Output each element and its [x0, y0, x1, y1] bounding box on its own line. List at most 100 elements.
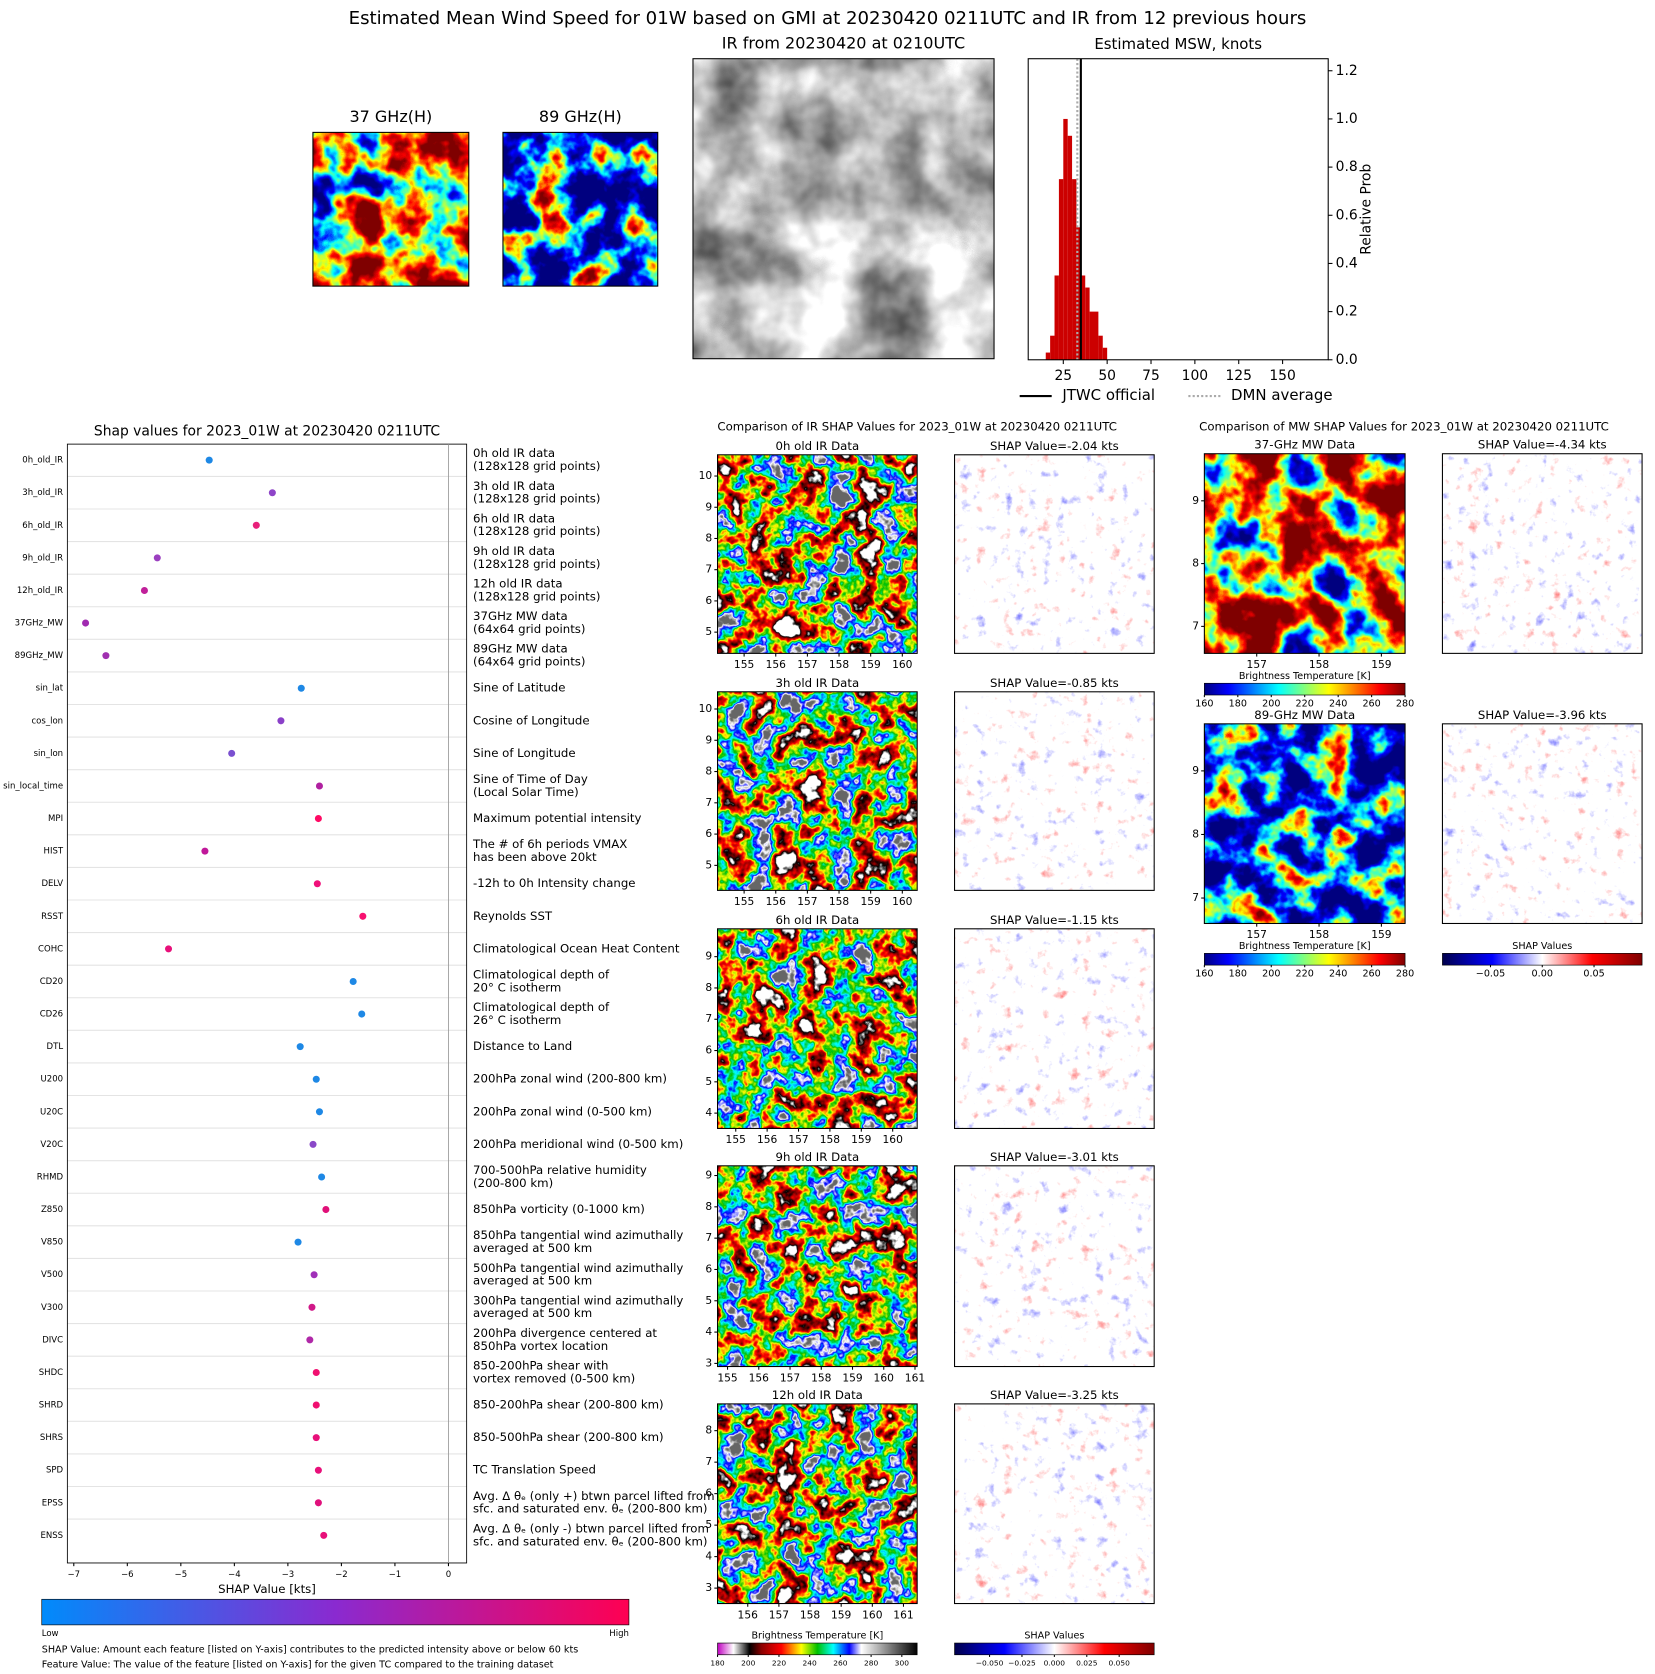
- figure-title: Estimated Mean Wind Speed for 01W based …: [349, 8, 1307, 29]
- y-tick-label: V850: [41, 1238, 63, 1248]
- x-tick-label: 158: [829, 895, 850, 908]
- feature-description: -12h to 0h Intensity change: [473, 876, 635, 890]
- panel-title: SHAP Value=-4.34 kts: [1478, 438, 1607, 452]
- y-tick-label: CD20: [40, 977, 63, 987]
- x-tick-label: 155: [734, 895, 754, 908]
- x-tick-label: 161: [893, 1608, 913, 1621]
- image-frame: [954, 928, 1155, 1129]
- dot: [309, 1140, 317, 1148]
- x-tick-label: −5: [175, 1570, 188, 1580]
- dot: [268, 489, 276, 497]
- y-tick-label: DIVC: [42, 1335, 63, 1345]
- panel-title: SHAP Value=-1.15 kts: [990, 913, 1119, 927]
- image: [1204, 453, 1406, 654]
- y-tick-label: 10: [699, 469, 713, 482]
- y-tick-label: 4: [705, 1550, 712, 1563]
- y-tick-label: DELV: [41, 879, 63, 889]
- feature-description: 850-200hPa shear with: [473, 1359, 608, 1373]
- feature-description: 500hPa tangential wind azimuthally: [473, 1261, 683, 1275]
- y-tick-label: Z850: [41, 1205, 63, 1215]
- y-tick-label: 1.2: [1336, 63, 1358, 79]
- x-tick-label: 155: [726, 1133, 746, 1146]
- colorbar-tick-label: 0.05: [1583, 969, 1604, 980]
- feature-description: Maximum potential intensity: [473, 811, 641, 825]
- feature-description: 37GHz MW data: [473, 609, 568, 623]
- feature-description: 850-500hPa shear (200-800 km): [473, 1430, 664, 1444]
- footnote: Feature Value: The value of the feature …: [42, 1659, 554, 1670]
- chart-title: Estimated MSW, knots: [1094, 35, 1262, 53]
- panel-title: 0h old IR Data: [776, 439, 860, 453]
- y-tick-label: 3: [705, 1356, 712, 1369]
- bar: [1102, 347, 1108, 360]
- dot: [312, 1368, 320, 1376]
- image-frame: [717, 928, 918, 1129]
- colorbar-tick-label: 200: [1262, 699, 1280, 710]
- x-tick-label: 156: [766, 658, 787, 671]
- bar: [1080, 275, 1086, 360]
- axes-frame: [66, 443, 468, 1564]
- y-tick-label: 6h_old_IR: [22, 521, 63, 531]
- bar: [1058, 179, 1064, 360]
- dot: [358, 1010, 366, 1018]
- image: [1442, 723, 1643, 924]
- colorbar-label: SHAP Values: [1024, 1631, 1084, 1642]
- colorbar-tick-label: 160: [1195, 699, 1213, 710]
- colorbar-tick-label: 240: [803, 1658, 818, 1667]
- y-tick-label: 5: [705, 1075, 712, 1088]
- x-tick-label: 156: [766, 895, 787, 908]
- colorbar-tick-label: 180: [1229, 699, 1247, 710]
- feature-description: (Local Solar Time): [473, 785, 579, 799]
- y-tick-label: 9: [705, 500, 712, 513]
- x-tick-label: 159: [831, 1608, 852, 1621]
- x-tick-label: 159: [860, 895, 881, 908]
- x-axis-label: SHAP Value [kts]: [218, 1582, 316, 1596]
- y-tick-label: 0.6: [1336, 207, 1358, 223]
- y-tick-label: 4: [705, 1325, 712, 1338]
- y-tick-label: 7: [1192, 891, 1199, 904]
- y-tick-label: 8: [705, 981, 712, 994]
- x-tick-label: 158: [1309, 928, 1330, 941]
- feature-description: Distance to Land: [473, 1039, 572, 1053]
- colorbar-high-label: High: [609, 1629, 629, 1639]
- image-frame: [954, 1403, 1155, 1605]
- colorbar-label: SHAP Values: [1512, 941, 1572, 952]
- colorbar: [954, 1642, 1155, 1656]
- y-tick-label: 5: [705, 625, 712, 638]
- colorbar-tick-label: 200: [1262, 969, 1280, 980]
- y-tick-label: sin_lat: [36, 684, 64, 694]
- y-tick-label: 6: [705, 827, 712, 840]
- x-tick-label: −3: [282, 1570, 295, 1580]
- y-tick-label: 7: [705, 1012, 712, 1025]
- feature-description: averaged at 500 km: [473, 1274, 592, 1288]
- dot: [322, 1206, 330, 1214]
- y-axis-label: Relative Prob: [1359, 164, 1375, 255]
- y-tick-label: 5: [705, 1518, 712, 1531]
- colorbar-tick-label: 300: [895, 1658, 910, 1667]
- x-tick-label: 159: [851, 1133, 872, 1146]
- image-frame: [717, 454, 918, 654]
- image: [954, 1165, 1155, 1367]
- feature-description: (128x128 grid points): [473, 557, 600, 571]
- x-tick-label: 160: [862, 1608, 883, 1621]
- feature-description: (128x128 grid points): [473, 589, 600, 603]
- x-tick-label: 157: [788, 1133, 808, 1146]
- panel-title: 89-GHz MW Data: [1254, 708, 1355, 722]
- y-tick-label: 8: [705, 765, 712, 778]
- y-tick-label: COHC: [38, 944, 63, 954]
- x-tick-label: 158: [1309, 658, 1330, 671]
- image: [717, 454, 918, 654]
- y-tick-label: 8: [705, 1200, 712, 1213]
- y-tick-label: 9: [705, 733, 712, 746]
- y-tick-label: 1.0: [1336, 111, 1358, 127]
- feature-description: (64x64 grid points): [473, 622, 585, 636]
- x-tick-label: 150: [1269, 368, 1295, 384]
- dot: [306, 1336, 314, 1344]
- y-tick-label: 6: [705, 1262, 712, 1275]
- y-tick-label: sin_local_time: [3, 781, 63, 791]
- colorbar-tick-label: 240: [1329, 699, 1347, 710]
- y-tick-label: 7: [705, 796, 712, 809]
- legend-label: DMN average: [1231, 386, 1332, 404]
- feature-description: Sine of Latitude: [473, 681, 565, 695]
- x-tick-label: 160: [892, 658, 913, 671]
